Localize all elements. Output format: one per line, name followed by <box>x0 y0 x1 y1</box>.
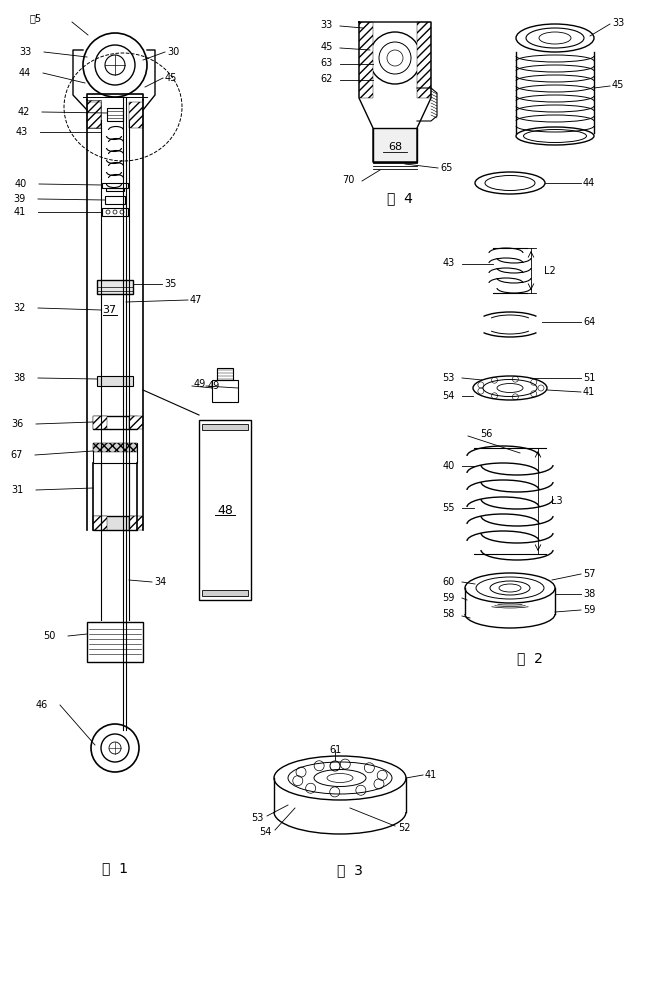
Bar <box>102 208 128 216</box>
Bar <box>102 183 128 188</box>
Text: 38: 38 <box>14 373 26 383</box>
Text: 64: 64 <box>583 317 595 327</box>
Text: 33: 33 <box>321 20 333 30</box>
Text: 53: 53 <box>443 373 455 383</box>
Text: 61: 61 <box>329 745 341 755</box>
Text: 34: 34 <box>154 577 166 587</box>
Bar <box>212 380 238 402</box>
Text: 67: 67 <box>11 450 23 460</box>
Bar <box>359 22 373 98</box>
Bar <box>97 376 133 386</box>
Bar <box>93 516 107 530</box>
Text: 32: 32 <box>13 303 26 313</box>
Text: 45: 45 <box>612 80 624 90</box>
Text: 45: 45 <box>165 73 178 83</box>
Text: 48: 48 <box>217 504 233 516</box>
Text: 35: 35 <box>164 279 176 289</box>
Text: 43: 43 <box>16 127 28 137</box>
Text: 41: 41 <box>583 387 595 397</box>
Text: 47: 47 <box>190 295 202 305</box>
Text: 68: 68 <box>388 142 402 152</box>
Bar <box>202 424 248 430</box>
Bar <box>129 516 143 530</box>
Bar <box>199 420 251 600</box>
Bar <box>217 368 233 380</box>
Bar <box>97 280 133 294</box>
Bar <box>105 196 125 204</box>
Text: 49: 49 <box>208 381 220 391</box>
Text: 44: 44 <box>583 178 595 188</box>
Text: 图5: 图5 <box>30 13 42 23</box>
Bar <box>129 102 143 128</box>
Text: 46: 46 <box>36 700 48 710</box>
Text: 54: 54 <box>259 827 272 837</box>
Text: 37: 37 <box>102 305 116 315</box>
Bar <box>93 416 107 429</box>
Text: 58: 58 <box>443 609 455 619</box>
Text: 52: 52 <box>398 823 410 833</box>
Text: 36: 36 <box>12 419 24 429</box>
Text: 39: 39 <box>14 194 26 204</box>
Text: 图  1: 图 1 <box>102 861 128 875</box>
Text: 57: 57 <box>583 569 595 579</box>
Bar <box>373 128 417 162</box>
Text: 43: 43 <box>443 258 455 268</box>
Text: 55: 55 <box>442 503 455 513</box>
Text: 53: 53 <box>251 813 264 823</box>
Text: 50: 50 <box>44 631 56 641</box>
Bar <box>417 22 431 98</box>
Text: 51: 51 <box>583 373 595 383</box>
Text: 38: 38 <box>583 589 595 599</box>
Text: 65: 65 <box>440 163 452 173</box>
Bar <box>93 516 137 530</box>
Text: 41: 41 <box>425 770 438 780</box>
Text: 45: 45 <box>321 42 333 52</box>
Text: 33: 33 <box>20 47 32 57</box>
Text: 44: 44 <box>19 68 31 78</box>
Text: 56: 56 <box>480 429 492 439</box>
Bar <box>93 416 137 429</box>
Text: L3: L3 <box>551 496 563 506</box>
Text: 63: 63 <box>321 58 333 68</box>
Bar <box>107 108 123 121</box>
Bar <box>202 590 248 596</box>
Bar <box>93 443 137 463</box>
Text: 图  3: 图 3 <box>337 863 363 877</box>
Text: 40: 40 <box>443 461 455 471</box>
Text: 41: 41 <box>14 207 26 217</box>
Text: 图  4: 图 4 <box>387 191 413 205</box>
Text: L2: L2 <box>544 265 556 275</box>
Bar <box>129 416 143 429</box>
Bar <box>87 622 143 662</box>
Bar <box>87 102 101 128</box>
Bar <box>87 100 101 128</box>
Text: 31: 31 <box>12 485 24 495</box>
Text: 60: 60 <box>443 577 455 587</box>
Text: 42: 42 <box>18 107 30 117</box>
Text: 54: 54 <box>443 391 455 401</box>
Text: 70: 70 <box>342 175 355 185</box>
Bar <box>93 443 137 452</box>
Text: 49: 49 <box>194 379 206 389</box>
Text: 40: 40 <box>15 179 27 189</box>
Text: 62: 62 <box>321 74 333 84</box>
Text: 33: 33 <box>612 18 624 28</box>
Text: 30: 30 <box>167 47 180 57</box>
Text: 59: 59 <box>443 593 455 603</box>
Bar <box>106 188 124 191</box>
Text: 59: 59 <box>583 605 595 615</box>
Text: 图  2: 图 2 <box>517 651 543 665</box>
